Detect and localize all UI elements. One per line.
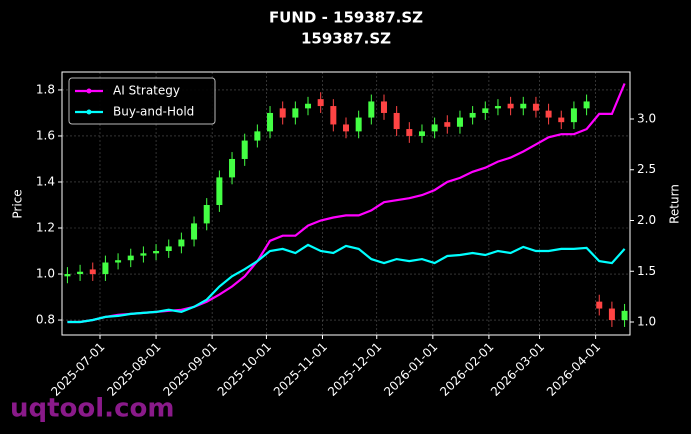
candle-body [191,223,198,240]
y2-axis-label: Return [668,184,682,224]
candle-body [393,112,400,130]
candle-body [279,108,286,118]
y2-tick-label: 3.0 [637,111,656,125]
y-tick-label: 0.8 [36,313,55,327]
legend-marker [86,88,92,94]
y-axis-label: Price [11,189,25,218]
candle-body [203,204,210,224]
candle-body [558,117,565,123]
candle-body [229,158,236,178]
chart-subtitle: 159387.SZ [301,30,391,48]
series-line [67,243,626,324]
y2-tick-label: 2.0 [637,213,656,227]
candle-body [418,131,425,136]
chart-title: FUND - 159387.SZ [269,9,423,27]
candle-body [102,262,109,275]
candle-body [64,274,71,277]
candle-body [621,310,628,321]
candle-body [89,269,96,275]
candle-body [456,117,463,127]
candle-body [494,106,501,109]
y-tick-label: 1.8 [36,82,55,96]
y2-tick-label: 1.0 [637,315,656,329]
candle-body [380,101,387,113]
candle-body [115,260,122,263]
candle-body [178,239,185,247]
candle-body [330,106,337,125]
candle-body [317,99,324,107]
y-tick-label: 1.6 [36,128,55,142]
legend: AI Strategy Buy-and-Hold [68,77,216,125]
candle-body [431,124,438,132]
candle-body [469,112,476,118]
candle-body [368,101,375,118]
candle-body [254,131,261,141]
candle-body [507,103,514,109]
legend-label: Buy-and-Hold [113,105,194,119]
candle-body [583,101,590,109]
y2-tick-label: 2.5 [637,162,656,176]
candle-body [153,251,160,254]
candle-body [482,108,489,113]
legend-marker [86,109,92,115]
candle-body [520,103,527,109]
candle-body [241,140,248,159]
legend-label: AI Strategy [113,84,180,98]
candle-body [343,124,349,132]
candle-body [305,103,312,109]
y-tick-label: 1.2 [36,221,55,235]
y-tick-label: 1.4 [36,174,55,188]
y2-tick-label: 1.5 [637,264,656,278]
candle-body [570,108,577,123]
candle-body [127,255,134,261]
candle-body [608,308,615,321]
legend-box [68,77,216,125]
candle-body [292,108,299,118]
y-tick-label: 1.0 [36,267,55,281]
candle-body [545,110,552,118]
candle-body [532,103,539,111]
plot-frame [61,71,631,336]
candle-body [216,177,223,205]
watermark: uqtool.com [10,394,174,424]
candle-body [596,301,603,309]
candle-body [77,271,84,275]
candle-body [140,253,147,256]
candle-body [267,112,274,132]
candle-body [355,117,362,132]
candle-body [444,122,451,127]
candle-body [406,129,413,136]
candle-body [165,246,172,252]
